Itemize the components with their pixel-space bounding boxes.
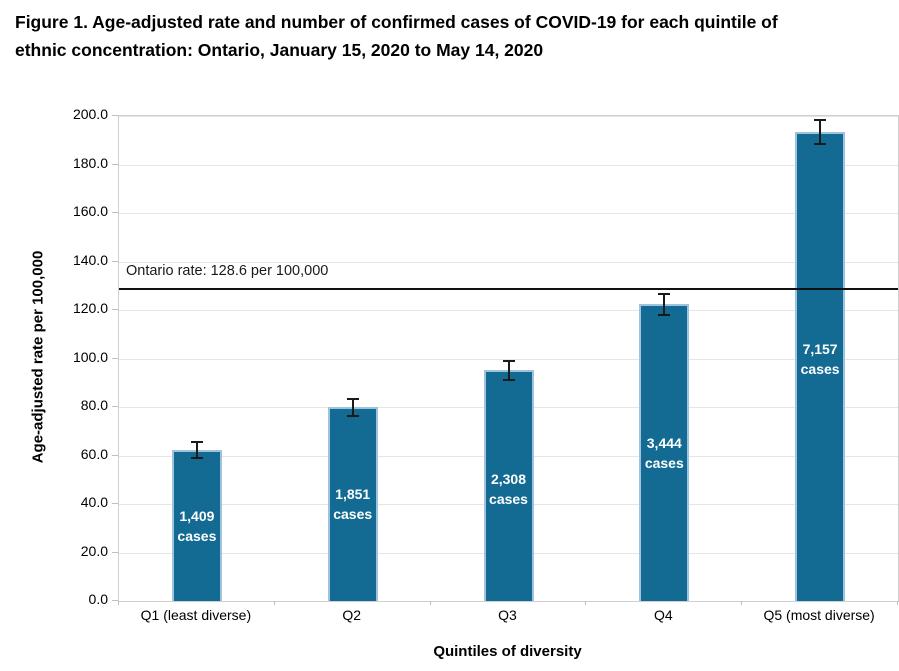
gridline [119, 261, 898, 263]
bar-case-count: 1,409 [179, 507, 215, 524]
x-category-label: Q2 [342, 607, 362, 623]
reference-line [119, 288, 898, 291]
bar-case-label: 3,444 cases [624, 433, 704, 473]
y-tick-label: 180.0 [72, 154, 108, 171]
bar-case-label: 7,157 cases [780, 339, 860, 379]
gridline [119, 213, 898, 214]
y-tick-mark [112, 454, 118, 456]
x-category-label: Q4 [653, 607, 673, 623]
y-tick-mark [112, 503, 118, 504]
bar-case-label: 2,308 cases [469, 469, 549, 509]
x-category-label: Q3 [498, 607, 517, 623]
error-bar-cap-top [502, 360, 515, 363]
y-tick-mark [112, 551, 118, 553]
gridline [119, 164, 898, 166]
y-tick-mark [112, 406, 118, 407]
figure-title-line-2: ethnic concentration: Ontario, January 1… [15, 40, 544, 60]
x-tick-mark [585, 601, 587, 605]
error-bar-cap-bottom [190, 456, 203, 459]
y-tick-label: 120.0 [72, 300, 108, 316]
x-tick-mark [897, 601, 898, 605]
bar-case-word: cases [800, 360, 840, 377]
y-tick-label: 20.0 [80, 542, 108, 559]
x-tick-mark [118, 601, 119, 605]
y-tick-label: 100.0 [72, 348, 108, 365]
bar-case-word: cases [177, 527, 217, 544]
gridline [119, 358, 898, 360]
error-bar-cap-top [190, 441, 203, 444]
y-tick-mark [112, 115, 118, 116]
error-bar-cap-bottom [814, 143, 827, 146]
x-category-label: Q5 (most diverse) [763, 607, 875, 623]
y-tick-mark [112, 600, 118, 601]
bar-case-word: cases [644, 455, 684, 472]
error-bar-line [663, 293, 666, 316]
bar-case-word: cases [333, 506, 373, 522]
x-tick-mark [273, 601, 275, 605]
y-tick-label: 140.0 [72, 251, 108, 268]
y-tick-label: 160.0 [72, 203, 108, 219]
error-bar-cap-bottom [658, 314, 671, 317]
x-axis-title: Quintiles of diversity [433, 643, 582, 660]
y-tick-mark [112, 260, 118, 262]
error-bar-cap-top [814, 118, 827, 121]
x-category-label: Q1 (least diverse) [140, 607, 252, 623]
bar-case-count: 3,444 [646, 435, 682, 452]
error-bar-line [195, 442, 198, 458]
y-tick-mark [112, 309, 118, 310]
bar-case-count: 2,308 [490, 471, 527, 488]
bar-case-label: 1,851 cases [313, 484, 393, 524]
y-tick-mark [112, 212, 118, 213]
plot-area: 1,409 cases 1,851 cases 2,308 cases 3,444 cases… [118, 115, 899, 602]
error-bar-line [819, 119, 822, 145]
y-tick-label: 80.0 [80, 397, 108, 413]
bar [639, 304, 690, 601]
error-bar-cap-bottom [346, 414, 359, 417]
y-tick-label: 200.0 [72, 106, 108, 122]
error-bar-cap-top [658, 292, 671, 295]
bar-case-label: 1,409 cases [157, 506, 237, 546]
bar-case-count: 1,851 [335, 486, 371, 502]
gridline [119, 310, 898, 311]
error-bar-line [351, 398, 354, 416]
error-bar-cap-top [346, 397, 359, 400]
figure-title-line-1: Figure 1. Age-adjusted rate and number o… [15, 12, 778, 32]
y-tick-label: 40.0 [80, 494, 108, 510]
gridline [119, 116, 898, 117]
x-tick-mark [741, 601, 743, 605]
x-tick-mark [429, 601, 431, 605]
figure-title: Figure 1. Age-adjusted rate and number o… [15, 8, 885, 64]
y-tick-label: 0.0 [88, 591, 108, 607]
error-bar-line [507, 361, 510, 380]
bar [171, 449, 222, 601]
error-bar-cap-bottom [502, 378, 515, 381]
y-tick-label: 60.0 [80, 445, 108, 462]
bar-case-word: cases [489, 491, 528, 508]
bar-case-count: 7,157 [802, 340, 838, 357]
y-tick-mark [112, 357, 118, 359]
reference-line-label: Ontario rate: 128.6 per 100,000 [126, 263, 329, 279]
y-tick-mark [112, 163, 118, 165]
